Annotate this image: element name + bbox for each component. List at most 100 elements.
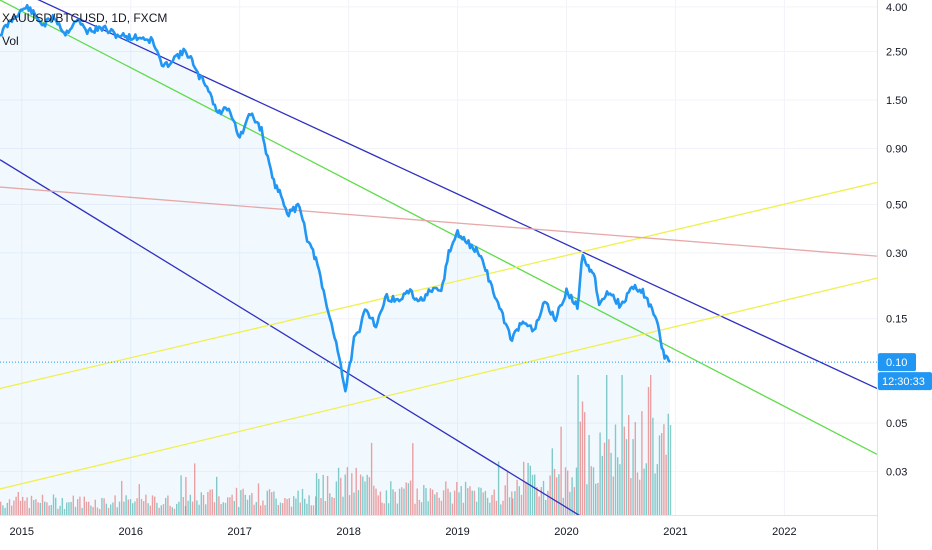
volume-bar — [315, 473, 318, 515]
volume-bar — [480, 487, 482, 515]
volume-bar — [497, 461, 500, 515]
volume-bar — [491, 495, 493, 515]
volume-bar — [52, 494, 55, 515]
volume-bar — [416, 488, 418, 515]
volume-bar — [486, 497, 489, 515]
legend: XAUUSD/BTCUSD, 1D, FXCM Vol — [2, 11, 167, 48]
volume-bar — [375, 488, 377, 515]
volume-bar — [647, 387, 650, 515]
x-tick-label: 2015 — [10, 526, 34, 538]
volume-bar — [429, 488, 432, 515]
volume-bar — [547, 490, 549, 515]
volume-bar — [266, 490, 268, 515]
volume-bar — [46, 502, 48, 515]
volume-bar — [654, 473, 656, 515]
volume-bar — [333, 498, 335, 515]
volume-bar — [447, 488, 449, 515]
volume-bar — [460, 486, 462, 515]
volume-bar — [471, 490, 473, 515]
volume-bar — [385, 490, 388, 515]
volume-bar — [456, 482, 458, 515]
volume-bar — [545, 500, 547, 515]
volume-bar — [495, 500, 498, 515]
volume-bar — [331, 497, 333, 515]
volume-bar — [636, 472, 639, 515]
volume-bar — [418, 499, 421, 515]
volume-bar — [165, 497, 167, 515]
volume-bar — [288, 498, 290, 515]
volume-bar — [445, 481, 447, 515]
volume-bar — [320, 498, 322, 515]
volume-bar — [143, 501, 145, 515]
volume-bar — [255, 502, 257, 515]
volume-bar — [4, 507, 6, 515]
volume-bar — [160, 505, 162, 515]
volume-bar — [290, 506, 293, 515]
volume-bar — [318, 478, 320, 515]
volume-bar — [279, 502, 282, 515]
volume-bar — [103, 498, 105, 515]
x-tick-label: 2021 — [663, 526, 687, 538]
volume-bar — [99, 509, 101, 515]
y-tick-label: 4.00 — [886, 2, 907, 14]
volume-bar — [138, 484, 140, 515]
volume-bar — [643, 468, 645, 515]
volume-bar — [377, 495, 379, 515]
volume-bar — [606, 375, 608, 515]
volume-bar — [253, 504, 255, 515]
volume-bar — [70, 502, 72, 515]
volume-bar — [427, 501, 429, 515]
volume-bar — [77, 499, 79, 515]
volume-bar — [337, 467, 340, 515]
volume-bar — [134, 501, 136, 515]
volume-bar — [610, 452, 612, 515]
volume-bar — [473, 490, 476, 515]
volume-bar — [529, 465, 531, 515]
volume-bar — [567, 470, 569, 515]
volume-bar — [211, 489, 213, 515]
price-line — [0, 3, 671, 393]
volume-bar — [478, 487, 480, 515]
volume-bar — [209, 489, 211, 515]
volume-bar — [392, 489, 394, 515]
volume-bar — [634, 422, 636, 515]
volume-bar — [599, 432, 601, 515]
price-axis-bg[interactable] — [877, 0, 932, 550]
trendline — [37, 0, 877, 390]
volume-bar — [525, 482, 527, 515]
volume-bar — [231, 494, 233, 515]
volume-bar — [556, 477, 558, 515]
volume-bar — [50, 505, 52, 515]
volume-bar — [227, 497, 229, 515]
volume-bar — [373, 485, 375, 515]
volume-bar — [558, 474, 560, 515]
volume-bar — [423, 485, 425, 515]
volume-bar — [19, 500, 22, 515]
volume-bar — [362, 476, 364, 515]
volume-bar — [340, 477, 342, 515]
volume-bar — [601, 455, 603, 515]
price-axis[interactable]: 4.00 2.50 1.50 0.90 0.50 0.30 0.15 0.05 0.03 0.10… — [877, 0, 932, 550]
time-axis[interactable]: 2015 2016 2017 2018 2019 2020 2021 2022 — [0, 515, 877, 550]
volume-bar — [514, 491, 516, 515]
volume-bar — [162, 504, 165, 515]
volume-bar — [284, 498, 286, 515]
volume-bar — [173, 508, 176, 515]
volume-bar — [301, 488, 304, 515]
volume-bar — [614, 424, 617, 515]
volume-bar — [538, 496, 540, 515]
volume-bar — [167, 495, 169, 515]
volume-bar — [348, 495, 351, 515]
time-axis-bg[interactable] — [0, 515, 877, 550]
volume-bar — [59, 505, 61, 515]
volume-bar — [401, 487, 403, 515]
volume-bar — [308, 495, 310, 515]
volume-bar — [551, 448, 553, 515]
volume-bar — [57, 508, 59, 515]
volume-bar — [154, 496, 156, 515]
volume-bar — [364, 481, 366, 515]
volume-bar — [431, 489, 434, 515]
volume-bar — [520, 494, 523, 515]
volume-bar — [628, 415, 630, 515]
